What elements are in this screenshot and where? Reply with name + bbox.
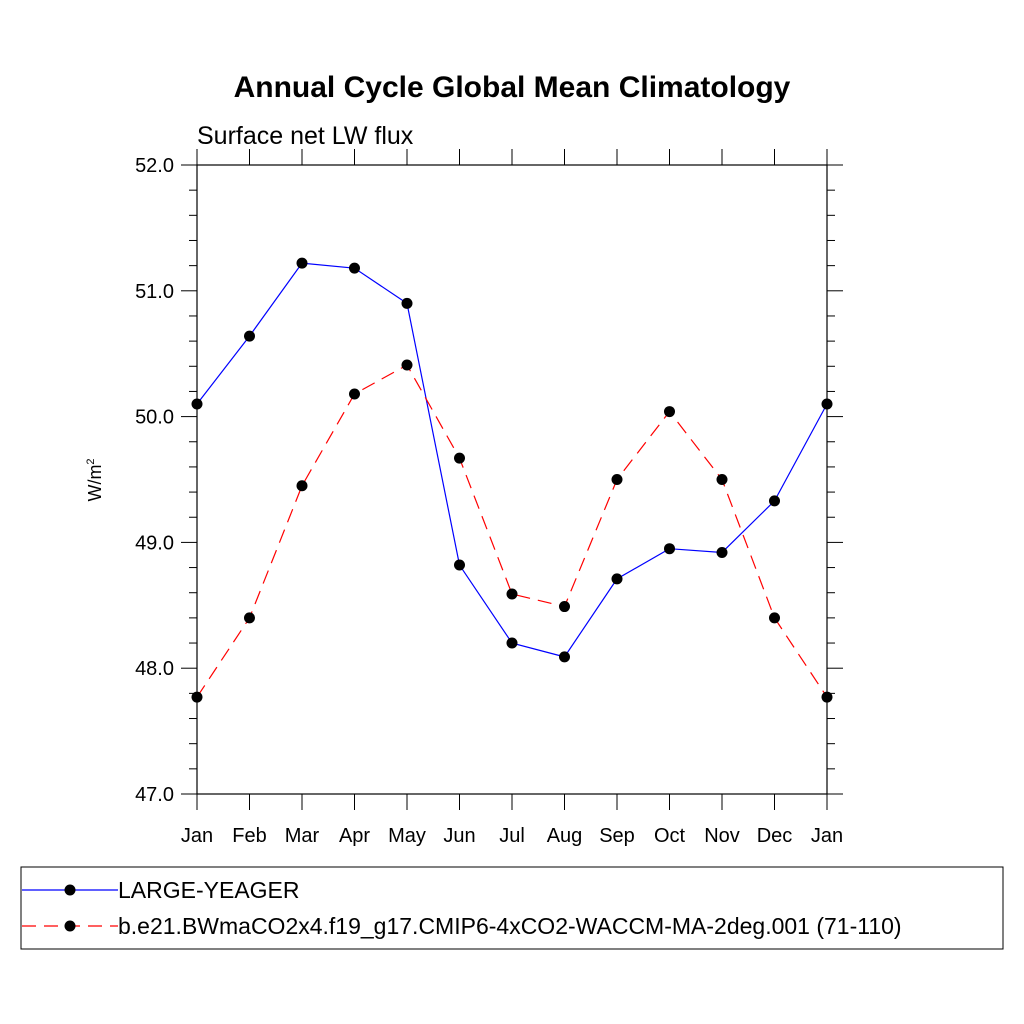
- legend-label-2: b.e21.BWmaCO2x4.f19_g17.CMIP6-4xCO2-WACC…: [118, 913, 902, 939]
- series-1-point: [244, 330, 255, 342]
- x-tick-label: Aug: [547, 825, 583, 847]
- series-2-point: [296, 480, 308, 492]
- series-1-point: [191, 398, 203, 410]
- x-tick-label: Jan: [181, 825, 213, 847]
- series-2-point: [244, 612, 255, 624]
- x-tick-label: Oct: [654, 825, 686, 847]
- x-tick-label: May: [388, 825, 426, 847]
- legend-marker-1: [64, 884, 76, 896]
- series-layer: [191, 257, 833, 703]
- series-1-point: [349, 262, 360, 274]
- series-2-point: [559, 601, 570, 613]
- y-axis-label-superscript: 2: [85, 458, 97, 464]
- x-tick-label: Dec: [757, 825, 793, 847]
- series-2-point: [664, 406, 675, 418]
- y-tick-label: 49.0: [135, 532, 174, 554]
- x-tick-label: Mar: [285, 825, 320, 847]
- x-tick-label: Nov: [704, 825, 740, 847]
- legend-label-1: LARGE-YEAGER: [118, 877, 300, 903]
- chart-title: Annual Cycle Global Mean Climatology: [234, 71, 791, 104]
- series-2-point: [191, 691, 203, 703]
- series-2-point: [454, 452, 465, 464]
- series-1-point: [664, 543, 675, 555]
- legend: LARGE-YEAGER b.e21.BWmaCO2x4.f19_g17.CMIP…: [20, 866, 1004, 950]
- series-1-point: [506, 637, 518, 649]
- series-2-point: [506, 588, 518, 600]
- series-2-point: [716, 474, 728, 485]
- x-tick-label: Jun: [443, 825, 475, 847]
- y-tick-label: 50.0: [135, 407, 174, 429]
- y-tick-label: 52.0: [135, 155, 174, 177]
- x-tick-label: Apr: [339, 825, 370, 847]
- y-tick-label: 48.0: [135, 658, 174, 680]
- series-1-point: [716, 546, 728, 558]
- y-axis-label-base: W/m: [85, 465, 105, 502]
- y-tick-label: 47.0: [135, 784, 174, 806]
- series-1-point: [401, 297, 413, 309]
- series-1-point: [769, 495, 780, 507]
- series-2-point: [401, 359, 413, 371]
- y-axis-label: W/m2: [85, 458, 105, 501]
- series-1-point: [454, 559, 465, 571]
- series-2-point: [349, 388, 360, 400]
- series-1-point: [559, 651, 570, 663]
- series-2-point: [821, 691, 833, 703]
- series-1-point: [611, 573, 623, 585]
- series-1-point: [296, 257, 308, 269]
- plot-frame: [196, 164, 828, 795]
- legend-box: [20, 866, 1004, 950]
- x-tick-label: Feb: [232, 825, 266, 847]
- series-1-point: [821, 398, 833, 410]
- x-tick-label: Sep: [599, 825, 635, 847]
- x-tick-label: Jul: [499, 825, 525, 847]
- axes: 47.0 48.0 49.0 50.0 51.0 52.0 Jan Feb Mar Apr May J…: [135, 149, 843, 847]
- series-2-point: [611, 474, 623, 485]
- y-tick-label: 51.0: [135, 281, 174, 303]
- chart-subtitle: Surface net LW flux: [197, 122, 414, 150]
- series-2-point: [769, 612, 780, 624]
- legend-marker-2: [64, 920, 76, 932]
- x-tick-label: Jan: [811, 825, 843, 847]
